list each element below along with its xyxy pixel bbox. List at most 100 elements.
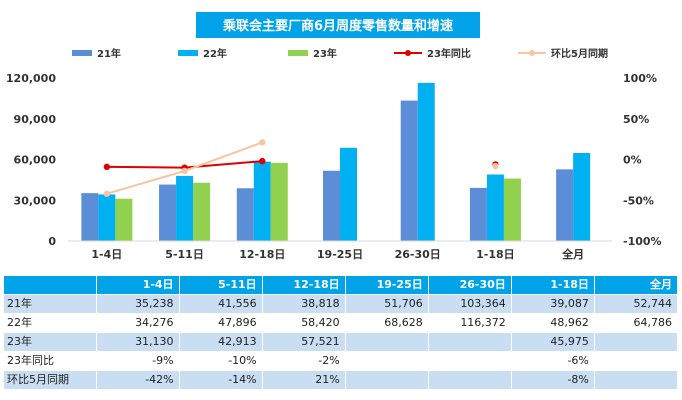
y2-tick-label: 0%: [623, 154, 642, 167]
x-tick-label: 1-4日: [91, 248, 122, 261]
y-tick-label: 0: [48, 235, 56, 248]
bar: [176, 175, 194, 241]
table-cell: 57,521: [262, 332, 346, 352]
table-cell: 68,628: [345, 313, 429, 333]
table-row: 23年 31,130 42,913 57,521 45,975: [4, 332, 679, 352]
row-label: 21年: [4, 294, 97, 314]
y-tick-label: 120,000: [6, 72, 56, 85]
chart-area: 乘联会主要厂商6月周度零售数量和增速 21年 22年 23年 23年同比 环比5月同期 0 3…: [6, 12, 662, 261]
y-tick-label: 30,000: [14, 194, 57, 207]
table-cell: 116,372: [428, 313, 512, 333]
legend-swatch: [178, 50, 198, 56]
data-point: [492, 162, 499, 170]
bar: [193, 182, 211, 241]
table-cell: -14%: [179, 370, 263, 390]
x-tick-label: 全月: [561, 247, 584, 261]
table-row: 23年同比 -9% -10% -2% -6%: [4, 351, 679, 371]
bar: [573, 152, 591, 241]
y2-tick-label: -50%: [623, 194, 654, 207]
y-tick-label: 60,000: [14, 154, 57, 167]
row-label: 22年: [4, 313, 97, 333]
table-row: 22年 34,276 47,896 58,420 68,628 116,372 …: [4, 313, 679, 333]
table-cell: -6%: [511, 351, 595, 371]
table-cell: 35,238: [96, 294, 180, 314]
table-header: 5-11日: [179, 276, 263, 295]
table-header: 全月: [594, 276, 679, 295]
row-label: 环比5月同期: [4, 370, 97, 390]
table-cell: [594, 370, 679, 390]
table-cell: 42,913: [179, 332, 263, 352]
table-row: 环比5月同期 -42% -14% 21% -8%: [4, 370, 679, 390]
table-cell: 39,087: [511, 294, 595, 314]
table-header: 1-18日: [511, 276, 595, 295]
legend-label: 23年: [313, 47, 337, 60]
bar: [115, 198, 133, 241]
legend-label: 23年同比: [427, 47, 471, 60]
y2-tick-label: 100%: [623, 72, 657, 85]
legend-label: 环比5月同期: [551, 47, 608, 60]
table-cell: 41,556: [179, 294, 263, 314]
bar: [503, 178, 521, 241]
bar: [340, 147, 357, 241]
table-cell: [428, 370, 512, 390]
table-header-row: 1-4日 5-11日 12-18日 19-25日 26-30日 1-18日 全月: [4, 276, 679, 295]
table-cell: 52,744: [594, 294, 679, 314]
table-cell: 58,420: [262, 313, 346, 333]
legend-marker: [405, 50, 411, 56]
bar: [81, 193, 99, 241]
bar: [270, 162, 288, 241]
bar: [98, 194, 116, 241]
table-cell: 64,786: [594, 313, 679, 333]
table-cell: -10%: [179, 351, 263, 371]
bar: [323, 170, 340, 241]
data-point: [259, 139, 266, 146]
legend-swatch: [288, 50, 308, 56]
table-header: 26-30日: [428, 276, 512, 295]
table-cell: [345, 370, 429, 390]
legend-swatch: [72, 50, 92, 56]
legend-label: 21年: [97, 47, 121, 60]
table-cell: -2%: [262, 351, 346, 371]
legend-label: 22年: [203, 47, 227, 60]
row-label: 23年同比: [4, 351, 97, 371]
x-tick-label: 19-25日: [317, 248, 363, 261]
bar: [469, 187, 487, 241]
table-cell: [594, 351, 679, 371]
x-tick-label: 5-11日: [165, 248, 204, 261]
table-cell: 51,706: [345, 294, 429, 314]
table-cell: 48,962: [511, 313, 595, 333]
y2-tick-label: 50%: [623, 113, 649, 126]
bar: [400, 100, 418, 242]
bar: [236, 188, 254, 241]
table-cell: 103,364: [428, 294, 512, 314]
data-point: [259, 157, 266, 165]
row-label: 23年: [4, 332, 97, 352]
bar: [556, 169, 574, 241]
bar: [159, 184, 177, 241]
x-tick-label: 26-30日: [395, 248, 441, 261]
data-point: [103, 190, 111, 197]
bar: [253, 161, 271, 241]
table-corner-cell: [4, 276, 97, 295]
table-cell: 45,975: [511, 332, 595, 352]
table-cell: 47,896: [179, 313, 263, 333]
y-tick-label: 90,000: [14, 113, 57, 126]
table-cell: [428, 332, 512, 352]
data-point: [103, 163, 111, 171]
table-header: 12-18日: [262, 276, 346, 295]
x-tick-label: 1-18日: [476, 248, 515, 261]
table-cell: 34,276: [96, 313, 180, 333]
title-box: [196, 12, 480, 38]
table-cell: [594, 332, 679, 352]
table-cell: 38,818: [262, 294, 346, 314]
table-cell: 21%: [262, 370, 346, 390]
legend-marker: [529, 50, 535, 56]
bar: [486, 174, 504, 241]
table-cell: -42%: [96, 370, 180, 390]
table-cell: -8%: [511, 370, 595, 390]
data-point: [181, 167, 188, 175]
y2-tick-label: -100%: [623, 235, 662, 248]
bar: [417, 82, 435, 241]
data-table: 1-4日 5-11日 12-18日 19-25日 26-30日 1-18日 全月…: [4, 276, 679, 390]
